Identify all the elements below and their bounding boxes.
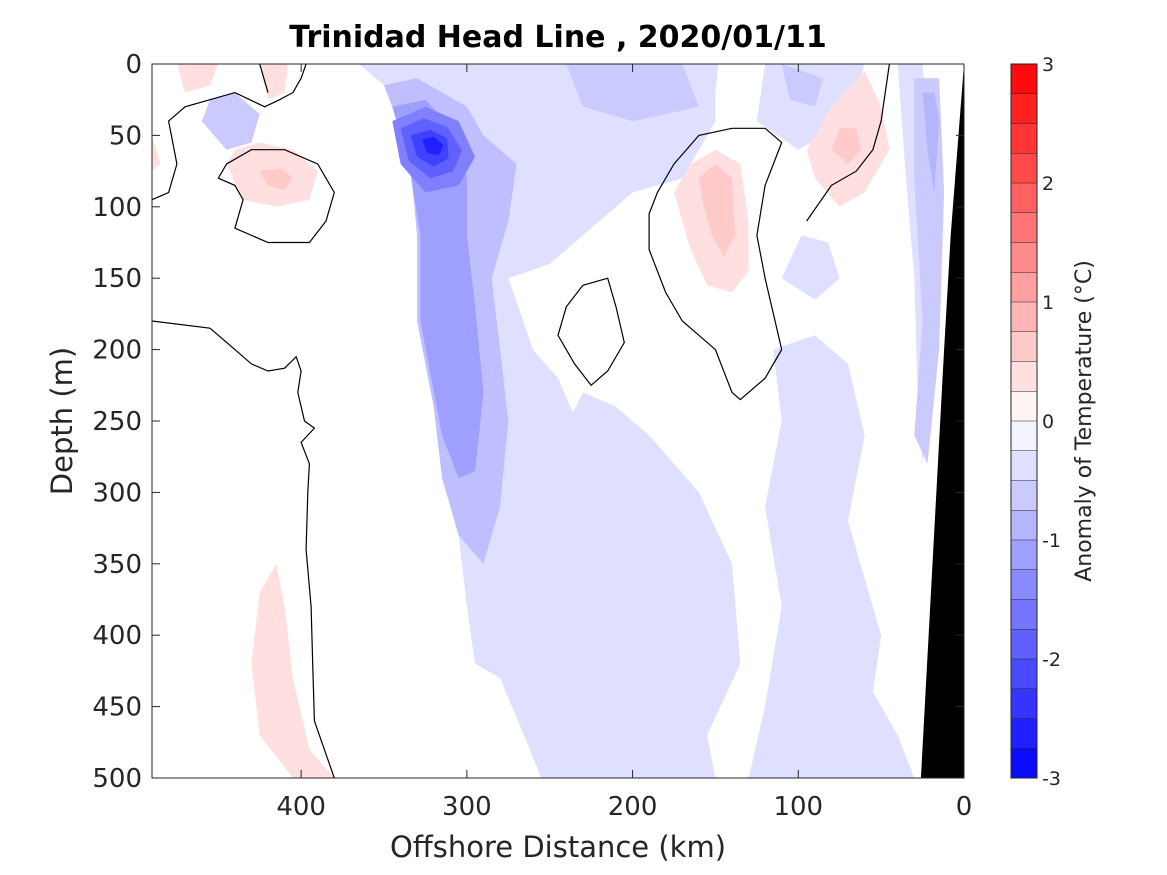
- colorbar-level: [1011, 242, 1037, 273]
- colorbar-level: [1011, 629, 1037, 660]
- colorbar-tick-label: 3: [1042, 54, 1054, 76]
- y-axis-label: Depth (m): [45, 347, 79, 495]
- cold-strip-coast-mid: [914, 78, 945, 464]
- y-tick-label: 100: [92, 193, 142, 223]
- cold-eddy-offshore: [201, 92, 260, 150]
- warm-patch-surface-a: [176, 64, 219, 93]
- colorbar-level: [1011, 659, 1037, 690]
- colorbar: [1010, 63, 1038, 779]
- warm-patch-edge: [152, 135, 161, 172]
- y-tick-label: 0: [125, 50, 142, 80]
- colorbar-level: [1011, 450, 1037, 481]
- cold-band-inshore: [748, 335, 915, 778]
- y-tick-label: 250: [92, 407, 142, 437]
- colorbar-level: [1011, 361, 1037, 392]
- y-tick-label: 150: [92, 264, 142, 294]
- chart-title: Trinidad Head Line , 2020/01/11: [289, 20, 826, 55]
- zero-contour-lines: [152, 64, 890, 778]
- x-tick-label: 0: [956, 792, 973, 822]
- cold-strip-coast-core: [922, 92, 940, 193]
- zero-contour-surface-a: [259, 64, 269, 93]
- colorbar-level: [1011, 748, 1037, 779]
- y-tick-label: 400: [92, 621, 142, 651]
- warm-lens-coastal-core: [831, 128, 862, 164]
- warm-lens-offshore-core: [259, 168, 293, 190]
- colorbar-level: [1011, 391, 1037, 422]
- cold-column-core: [392, 99, 484, 479]
- temperature-anomaly-field: [152, 64, 945, 778]
- colorbar-level: [1011, 153, 1037, 184]
- colorbar-tick-label: 1: [1042, 292, 1054, 314]
- zero-contour-coastal: [806, 64, 890, 222]
- y-axis: 0 50 100 150 200 250 300 350 400 450 500: [92, 50, 964, 794]
- cold-core-peak: [422, 136, 444, 156]
- colorbar-ticks: 3 2 1 0 -1 -2 -3: [1042, 54, 1061, 790]
- y-tick-label: 450: [92, 693, 142, 723]
- seafloor-bathymetry: [920, 64, 964, 778]
- x-tick-label: 300: [442, 792, 492, 822]
- zero-contour-warm-lens: [217, 149, 335, 244]
- colorbar-level: [1011, 183, 1037, 214]
- colorbar-level: [1011, 272, 1037, 303]
- colorbar-level: [1011, 64, 1037, 95]
- seafloor-wedge: [920, 64, 964, 778]
- colorbar-level: [1011, 718, 1037, 749]
- y-tick-label: 300: [92, 478, 142, 508]
- colorbar-level: [1011, 331, 1037, 362]
- colorbar-level: [1011, 123, 1037, 154]
- x-tick-label: 100: [773, 792, 823, 822]
- y-tick-label: 350: [92, 550, 142, 580]
- y-tick-label: 50: [109, 121, 142, 151]
- warm-plume-core: [698, 164, 736, 257]
- warm-patch-surface-b: [259, 64, 288, 100]
- colorbar-level: [1011, 569, 1037, 600]
- y-tick-label: 500: [92, 764, 142, 794]
- y-tick-label: 200: [92, 336, 142, 366]
- x-axis: 400 300 200 100 0: [276, 64, 972, 822]
- colorbar-tick-label: -3: [1042, 768, 1061, 790]
- colorbar-level: [1011, 688, 1037, 719]
- colorbar-label: Anomaly of Temperature (°C): [1072, 260, 1097, 582]
- colorbar-level: [1011, 540, 1037, 571]
- colorbar-tick-label: -1: [1042, 530, 1061, 552]
- colorbar-tick-label: 0: [1042, 411, 1054, 433]
- colorbar-level: [1011, 421, 1037, 452]
- cold-band-offshore: [524, 392, 741, 778]
- colorbar-level: [1011, 510, 1037, 541]
- x-axis-label: Offshore Distance (km): [390, 830, 726, 864]
- colorbar-tick-label: 2: [1042, 173, 1054, 195]
- colorbar-level: [1011, 480, 1037, 511]
- colorbar-level: [1011, 212, 1037, 243]
- colorbar-frame: [1010, 63, 1038, 779]
- cold-patch-surface-inner: [781, 64, 824, 107]
- x-tick-label: 200: [608, 792, 658, 822]
- colorbar-tick-label: -2: [1042, 649, 1061, 671]
- cold-patch-small: [781, 235, 840, 300]
- warm-streak-deep: [251, 563, 335, 778]
- cold-band-surface: [566, 64, 699, 122]
- colorbar-level: [1011, 93, 1037, 124]
- colorbar-level: [1011, 599, 1037, 630]
- colorbar-level: [1011, 302, 1037, 333]
- zero-contour-offshore-upper: [152, 64, 307, 201]
- x-tick-label: 400: [276, 792, 326, 822]
- zero-contour-offshore-deep: [152, 320, 335, 778]
- cold-patch-surface: [756, 64, 865, 150]
- zero-contour-closed-eddy: [557, 277, 625, 387]
- zero-contour-warm-plume: [648, 127, 783, 401]
